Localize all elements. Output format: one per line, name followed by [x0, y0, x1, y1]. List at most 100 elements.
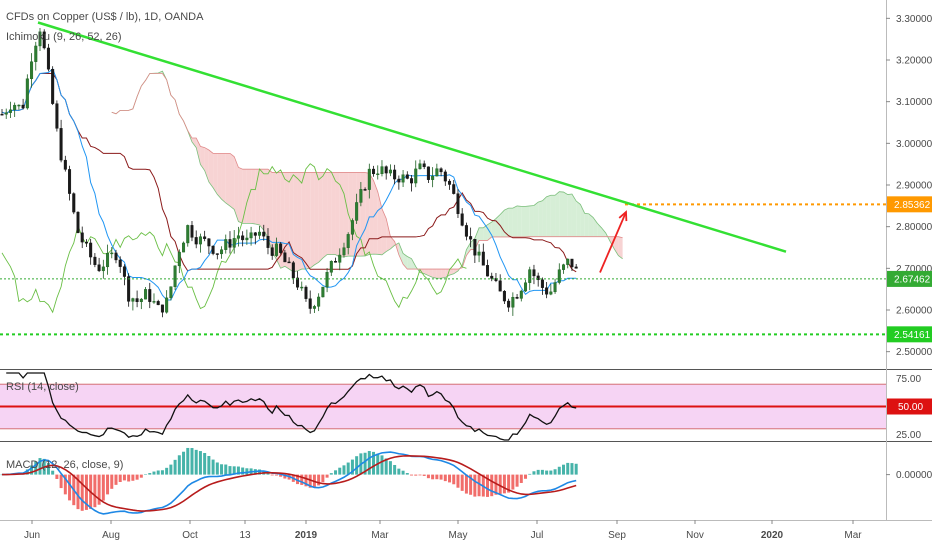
candle-body — [376, 173, 380, 176]
kumo-segment — [381, 208, 387, 255]
time-tick-label: Sep — [608, 530, 626, 541]
ichimoku-label[interactable]: Ichimoku (9, 26, 52, 26) — [6, 31, 122, 43]
macd-pane[interactable] — [0, 443, 886, 520]
macd-histogram-bar — [270, 474, 274, 476]
time-axis[interactable]: Jun Aug Oct 13 2019 Mar May Jul Sep Nov 2020 Mar — [24, 520, 862, 541]
macd-histogram-bar — [562, 464, 566, 475]
price-axis[interactable]: 3.30000 3.20000 3.10000 3.00000 2.90000 2.800… — [886, 14, 932, 358]
macd-histogram-bar — [545, 470, 549, 475]
candle-body — [165, 297, 169, 313]
macd-histogram-bar — [528, 473, 532, 475]
kumo-segment — [584, 213, 589, 237]
macd-histogram-bar — [494, 474, 498, 495]
candle-body — [549, 291, 553, 295]
candle-body — [317, 296, 321, 307]
kumo-segment — [310, 172, 315, 269]
price-tag-label: 2.85362 — [894, 200, 931, 211]
macd-histogram-bar — [329, 473, 333, 475]
senkou-span-a — [111, 70, 623, 279]
candle-body — [232, 238, 236, 248]
descending-trendline[interactable] — [37, 21, 787, 253]
candle-body — [89, 242, 93, 258]
macd-axis: 0.00000 — [886, 470, 932, 481]
macd-histogram-bar — [122, 474, 126, 481]
candle-body — [287, 261, 291, 264]
candle-body — [194, 237, 198, 245]
macd-histogram-bar — [160, 470, 164, 475]
macd-histogram-bar — [46, 463, 50, 475]
macd-histogram-bar — [148, 473, 152, 475]
candle-body — [63, 159, 67, 170]
candle-body — [160, 304, 164, 313]
macd-histogram-bar — [321, 474, 325, 483]
price-tag-label: 2.54161 — [894, 330, 931, 341]
candle-body — [156, 301, 160, 306]
candle-body — [0, 113, 4, 116]
price-pane[interactable] — [0, 0, 886, 368]
macd-histogram-bar — [426, 474, 430, 479]
kumo-segment — [238, 167, 243, 224]
candle-body — [401, 174, 405, 183]
macd-histogram-bar — [169, 464, 173, 475]
time-tick-label: 13 — [239, 530, 251, 541]
macd-histogram-bar — [139, 474, 143, 478]
candle-body — [93, 256, 97, 265]
time-tick-label: Jun — [24, 530, 40, 541]
macd-tick-label: 0.00000 — [896, 470, 932, 481]
candle-body — [448, 180, 452, 185]
candle-body — [173, 265, 177, 287]
macd-histogram-bar — [443, 474, 447, 482]
macd-histogram-bar — [498, 474, 502, 494]
macd-histogram-bar — [131, 474, 135, 481]
projection-arrow[interactable] — [599, 210, 628, 273]
macd-histogram-bar — [473, 474, 477, 497]
candle-body — [258, 231, 262, 236]
macd-histogram-bar — [177, 455, 181, 475]
candlestick-series — [0, 27, 578, 318]
kumo-segment — [521, 206, 526, 237]
macd-label[interactable]: MACD (12, 26, close, 9) — [6, 459, 123, 471]
candle-body — [34, 45, 38, 62]
kumo-segment — [449, 269, 454, 276]
rsi-label[interactable]: RSI (14, close) — [6, 381, 79, 393]
kumo-segment — [259, 169, 264, 231]
macd-histogram-bar — [418, 474, 422, 476]
macd-histogram-bar — [464, 474, 468, 494]
candle-body — [266, 235, 270, 248]
price-tick-label: 2.60000 — [896, 306, 932, 317]
candle-body — [570, 258, 574, 268]
macd-histogram-bar — [118, 474, 122, 483]
macd-histogram-bar — [127, 474, 131, 482]
macd-histogram-bar — [452, 474, 456, 485]
candle-body — [384, 166, 388, 174]
candle-body — [498, 280, 502, 292]
candle-body — [245, 237, 249, 241]
macd-histogram-bar — [557, 466, 561, 475]
candle-body — [452, 184, 456, 194]
candle-body — [363, 189, 367, 191]
macd-histogram-bar — [156, 470, 160, 475]
kumo-segment — [618, 236, 623, 259]
candle-body — [135, 298, 139, 303]
macd-histogram-bar — [203, 452, 207, 475]
candle-body — [312, 306, 316, 309]
candle-body — [177, 251, 181, 267]
macd-histogram-bar — [211, 459, 215, 475]
kumo-segment — [242, 169, 247, 224]
candle-body — [249, 232, 253, 239]
macd-histogram-bar — [414, 474, 418, 476]
macd-histogram-bar — [182, 451, 186, 475]
candle-body — [122, 266, 126, 277]
macd-histogram-bar — [114, 474, 118, 485]
candle-body — [515, 296, 519, 299]
macd-histogram-bar — [570, 463, 574, 475]
macd-histogram-bar — [460, 474, 464, 491]
kumo-segment — [512, 205, 518, 237]
kumo-segment — [360, 172, 366, 257]
macd-histogram-bar — [486, 474, 490, 497]
candle-body — [106, 252, 110, 268]
kijun-sen — [1, 72, 577, 273]
candle-body — [418, 163, 422, 170]
candle-body — [536, 275, 540, 281]
